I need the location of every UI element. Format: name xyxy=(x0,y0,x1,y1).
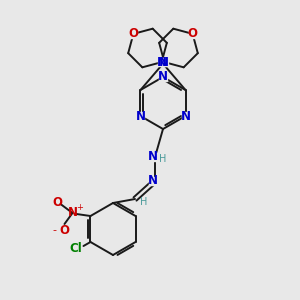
Text: O: O xyxy=(59,224,70,236)
Bar xyxy=(182,112,190,120)
Text: O: O xyxy=(188,27,198,40)
Text: N: N xyxy=(159,56,169,69)
Bar xyxy=(149,177,157,185)
Text: N: N xyxy=(136,110,146,122)
Text: N: N xyxy=(148,175,158,188)
Text: N: N xyxy=(158,70,168,83)
Text: +: + xyxy=(76,202,83,211)
Text: Cl: Cl xyxy=(69,242,82,254)
Text: H: H xyxy=(140,197,148,207)
Bar xyxy=(160,58,168,66)
Bar xyxy=(149,153,157,161)
Text: O: O xyxy=(128,27,138,40)
Text: N: N xyxy=(68,206,77,220)
Text: O: O xyxy=(52,196,62,208)
Text: N: N xyxy=(157,56,167,69)
Text: -: - xyxy=(52,225,56,235)
Text: H: H xyxy=(159,154,167,164)
Bar xyxy=(158,58,166,66)
Text: N: N xyxy=(181,110,190,122)
Bar xyxy=(189,30,196,38)
Bar xyxy=(129,30,137,38)
Bar xyxy=(136,112,145,120)
Bar xyxy=(159,73,167,81)
Text: N: N xyxy=(148,151,158,164)
